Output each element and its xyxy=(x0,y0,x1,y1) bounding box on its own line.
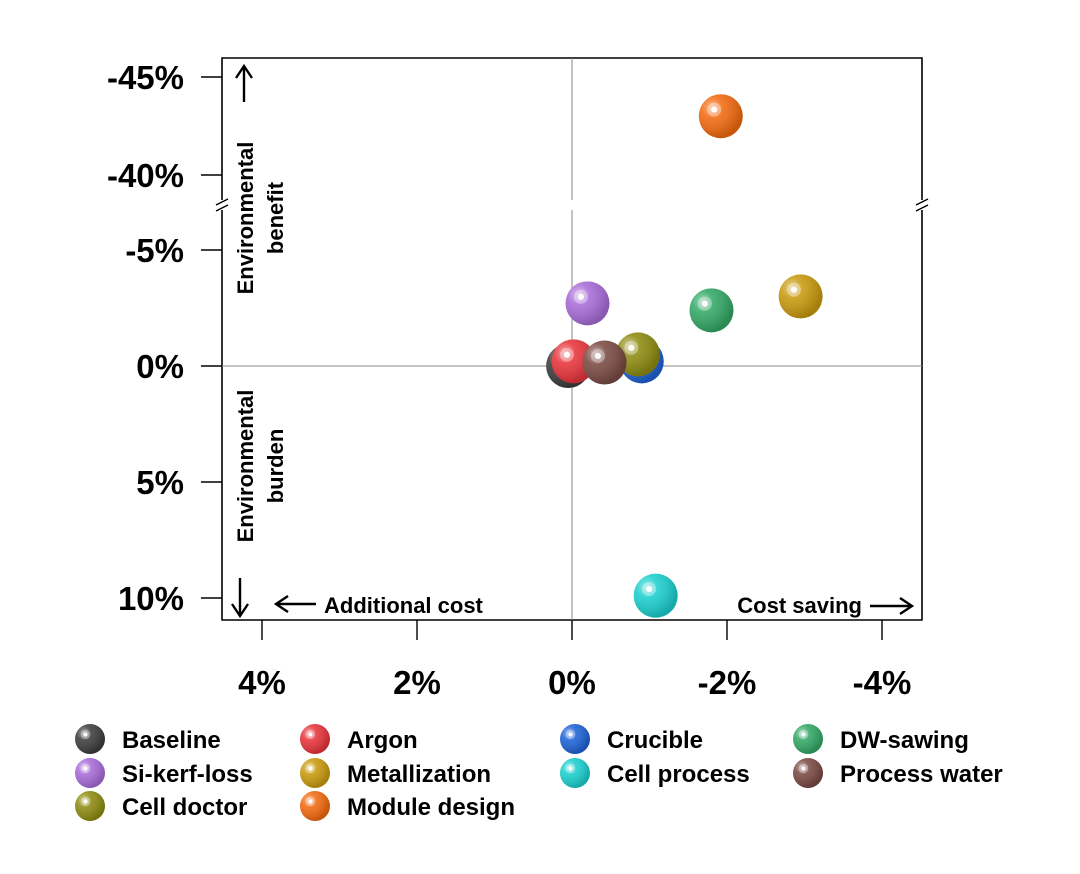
point-argon xyxy=(551,339,596,384)
legend-label: Si-kerf-loss xyxy=(122,761,253,788)
cost-saving-label: Cost saving xyxy=(737,593,862,618)
legend-marker-module-design xyxy=(300,791,330,821)
legend-item-argon: Argon xyxy=(300,724,418,754)
x-tick-label: 2% xyxy=(393,664,441,701)
legend-marker-si-kerf-loss xyxy=(75,758,105,788)
point-process-water xyxy=(582,340,627,385)
legend-marker-cell-process xyxy=(560,758,590,788)
legend-marker-baseline xyxy=(75,724,105,754)
x-tick-label: -4% xyxy=(853,664,912,701)
environmental-benefit-label: Environmental benefit xyxy=(233,142,288,295)
legend-label: Baseline xyxy=(122,727,221,754)
legend-item-module-design: Module design xyxy=(300,791,515,821)
annotation-burden xyxy=(231,578,249,619)
legend-marker-crucible xyxy=(560,724,590,754)
legend-marker-metallization xyxy=(300,758,330,788)
axis-break-right xyxy=(915,198,929,206)
point-dw-sawing xyxy=(689,288,734,333)
y-axis: -45% -40% -5% 0% 5% 10% xyxy=(107,59,222,617)
legend-label: Argon xyxy=(347,727,418,754)
y-tick-label: -5% xyxy=(125,232,184,269)
y-tick-label: 0% xyxy=(136,348,184,385)
legend: Baseline Argon Crucible DW-sawing Si-kerf-lo… xyxy=(75,724,1003,821)
legend-item-cell-doctor: Cell doctor xyxy=(75,791,247,821)
legend-label: Cell process xyxy=(607,761,750,788)
legend-label: Module design xyxy=(347,794,515,821)
point-cell-doctor xyxy=(615,332,660,377)
legend-item-crucible: Crucible xyxy=(560,724,703,754)
y-tick-label: 5% xyxy=(136,464,184,501)
legend-item-cell-process: Cell process xyxy=(560,758,750,788)
additional-cost-label: Additional cost xyxy=(324,593,484,618)
legend-label: Crucible xyxy=(607,727,703,754)
environmental-burden-label: Environmental burden xyxy=(233,390,288,543)
axis-break-left xyxy=(215,198,229,206)
x-tick-label: 0% xyxy=(548,664,596,701)
point-cell-process xyxy=(633,573,678,618)
annotation-benefit xyxy=(235,63,253,102)
legend-item-dw-sawing: DW-sawing xyxy=(793,724,969,754)
x-axis: 4% 2% 0% -2% -4% xyxy=(238,620,911,701)
legend-marker-cell-doctor xyxy=(75,791,105,821)
point-module-design xyxy=(698,94,743,139)
legend-item-baseline: Baseline xyxy=(75,724,221,754)
legend-item-metallization: Metallization xyxy=(300,758,491,788)
legend-marker-argon xyxy=(300,724,330,754)
point-si-kerf-loss xyxy=(565,281,610,326)
data-points xyxy=(546,94,823,618)
x-tick-label: -2% xyxy=(698,664,757,701)
legend-marker-dw-sawing xyxy=(793,724,823,754)
legend-label: Process water xyxy=(840,761,1003,788)
legend-item-process-water: Process water xyxy=(793,758,1003,788)
legend-label: Cell doctor xyxy=(122,794,247,821)
x-tick-label: 4% xyxy=(238,664,286,701)
point-metallization xyxy=(778,274,823,319)
y-tick-label: -40% xyxy=(107,157,184,194)
legend-label: DW-sawing xyxy=(840,727,969,754)
legend-label: Metallization xyxy=(347,761,491,788)
y-tick-label: -45% xyxy=(107,59,184,96)
y-tick-label: 10% xyxy=(118,580,184,617)
legend-marker-process-water xyxy=(793,758,823,788)
annotation-cost-saving: Cost saving xyxy=(737,593,915,618)
annotation-additional-cost: Additional cost xyxy=(273,593,484,618)
legend-item-si-kerf-loss: Si-kerf-loss xyxy=(75,758,253,788)
